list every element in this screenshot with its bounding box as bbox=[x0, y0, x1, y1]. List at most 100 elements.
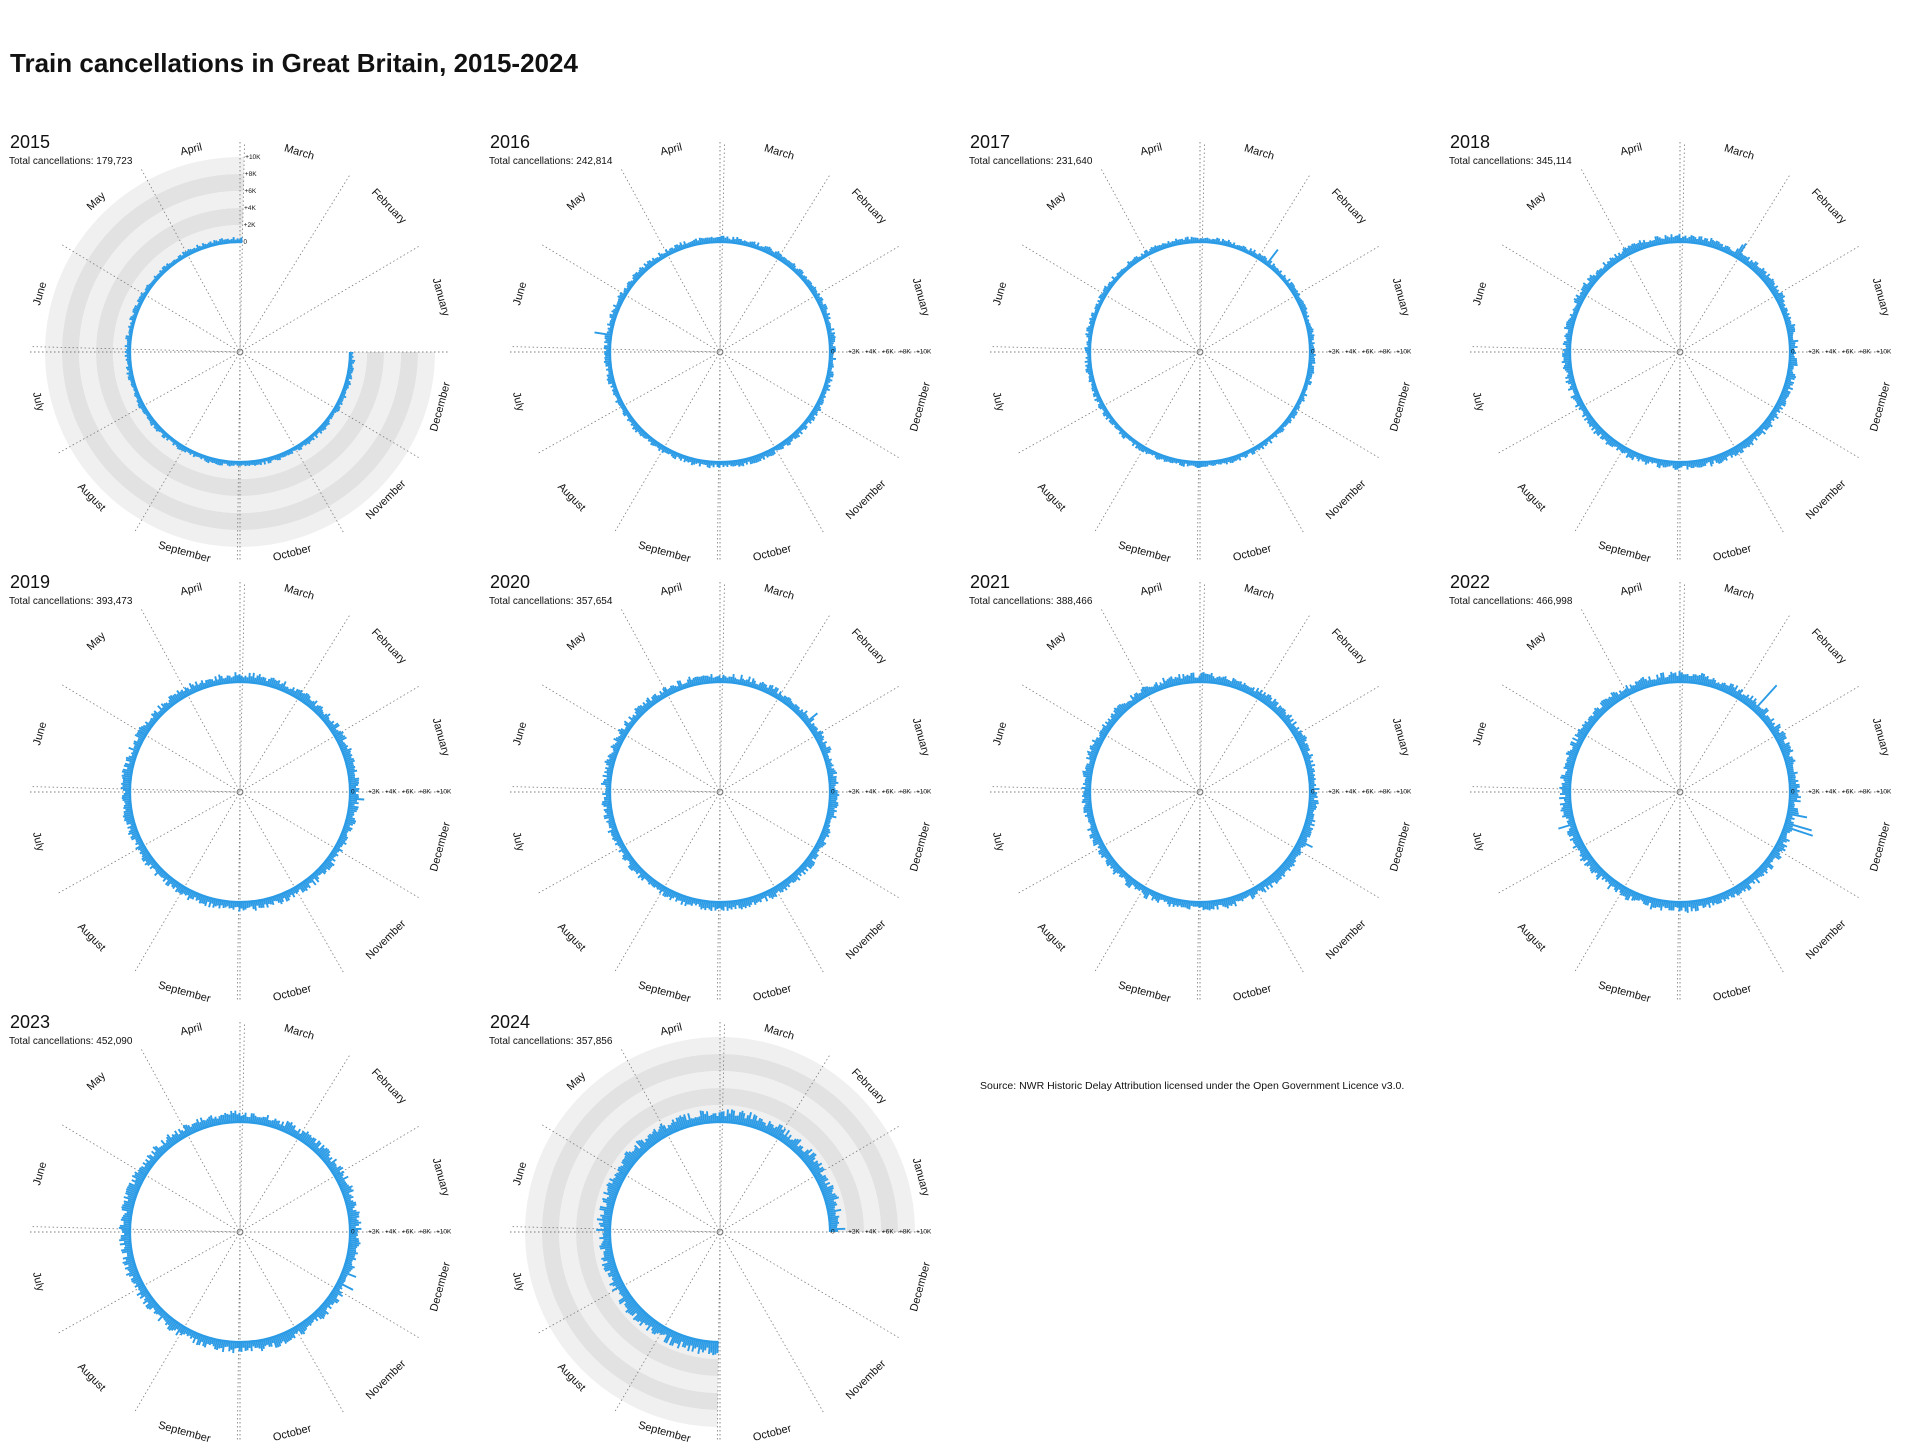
radial-chart: JanuaryFebruaryMarchAprilMayJuneJulyAugu… bbox=[480, 132, 960, 572]
value-tick-label: 0 bbox=[831, 1229, 835, 1236]
value-tick-label: +6K bbox=[244, 188, 257, 195]
month-label: January bbox=[1390, 277, 1412, 318]
month-label: December bbox=[1388, 820, 1413, 872]
daily-bar bbox=[1187, 675, 1188, 683]
month-gridline bbox=[240, 582, 244, 790]
daily-bar bbox=[121, 1220, 131, 1221]
month-gridline bbox=[510, 787, 718, 792]
month-label: August bbox=[1035, 481, 1068, 514]
daily-bar bbox=[1560, 803, 1571, 804]
daily-bar bbox=[350, 1225, 359, 1226]
month-gridline bbox=[722, 1233, 901, 1339]
month-gridline bbox=[614, 354, 719, 534]
month-label: November bbox=[364, 918, 409, 962]
value-tick-label: +2K bbox=[1808, 349, 1820, 356]
month-label: August bbox=[1035, 921, 1068, 954]
daily-bar bbox=[124, 774, 132, 775]
month-gridline bbox=[1100, 607, 1199, 790]
month-label: December bbox=[1388, 380, 1413, 432]
month-gridline bbox=[1017, 793, 1199, 894]
daily-bar bbox=[709, 902, 710, 910]
daily-bar bbox=[1183, 674, 1184, 683]
month-gridline bbox=[721, 354, 824, 534]
daily-bar bbox=[1559, 798, 1570, 799]
daily-bar bbox=[830, 783, 839, 784]
value-tick-label: +4K bbox=[865, 789, 877, 796]
month-gridline bbox=[722, 353, 901, 459]
daily-bar bbox=[1083, 807, 1091, 808]
daily-bar bbox=[602, 1218, 611, 1219]
value-tick-label: +10K bbox=[436, 1229, 452, 1236]
daily-bar bbox=[1082, 800, 1090, 801]
month-label: June bbox=[31, 1161, 49, 1187]
month-gridline bbox=[242, 793, 421, 899]
value-tick-label: +2K bbox=[368, 1229, 380, 1236]
daily-bar bbox=[1669, 675, 1670, 683]
daily-bar bbox=[119, 1240, 130, 1241]
month-label: June bbox=[511, 721, 529, 747]
daily-bar bbox=[1687, 462, 1688, 470]
month-label: July bbox=[30, 831, 46, 853]
daily-bar bbox=[229, 1115, 230, 1123]
daily-bar bbox=[1671, 902, 1672, 911]
month-label: September bbox=[1117, 979, 1172, 1005]
month-label: June bbox=[991, 721, 1009, 747]
radial-chart: JanuaryFebruaryMarchAprilMayJuneJulyAugu… bbox=[480, 1012, 960, 1452]
daily-bar bbox=[602, 801, 610, 802]
month-label: January bbox=[910, 717, 932, 758]
month-gridline bbox=[242, 1125, 421, 1231]
daily-bar bbox=[1193, 673, 1194, 683]
daily-bar bbox=[705, 1114, 706, 1123]
month-label: October bbox=[1712, 982, 1753, 1004]
daily-bar bbox=[735, 901, 736, 909]
month-label: November bbox=[1324, 478, 1369, 522]
daily-bar bbox=[1560, 777, 1571, 778]
month-label: February bbox=[369, 187, 409, 227]
daily-bar bbox=[1790, 801, 1801, 802]
month-gridline bbox=[57, 1233, 239, 1334]
daily-bar bbox=[1209, 902, 1210, 911]
month-label: December bbox=[1868, 380, 1893, 432]
daily-bar bbox=[349, 1246, 357, 1247]
daily-bar bbox=[253, 673, 254, 683]
month-gridline bbox=[990, 347, 1198, 352]
daily-bar bbox=[123, 800, 131, 801]
month-gridline bbox=[722, 245, 901, 351]
month-gridline bbox=[1500, 684, 1678, 791]
daily-bar bbox=[350, 802, 359, 803]
daily-bar bbox=[1790, 362, 1798, 363]
month-label: May bbox=[85, 630, 109, 653]
month-label: January bbox=[430, 717, 452, 758]
daily-bar bbox=[729, 1114, 730, 1123]
daily-bar bbox=[738, 900, 739, 908]
month-label: March bbox=[1243, 142, 1276, 162]
month-gridline bbox=[1094, 354, 1199, 534]
daily-bar bbox=[233, 1342, 234, 1353]
value-tick-label: +2K bbox=[1328, 789, 1340, 796]
month-gridline bbox=[990, 787, 1198, 792]
daily-bar bbox=[123, 1216, 131, 1217]
radial-chart: JanuaryFebruaryMarchAprilMayJuneJulyAugu… bbox=[480, 572, 960, 1012]
month-label: August bbox=[1515, 481, 1548, 514]
daily-bar bbox=[349, 810, 357, 811]
month-label: February bbox=[1809, 187, 1849, 227]
daily-bar bbox=[1207, 902, 1208, 910]
value-tick-label: +2K bbox=[848, 789, 860, 796]
radial-chart: JanuaryFebruaryMarchAprilMayJuneJulyAugu… bbox=[1440, 572, 1920, 1012]
month-label: December bbox=[1868, 820, 1893, 872]
month-gridline bbox=[1017, 353, 1199, 454]
daily-bar bbox=[711, 1342, 712, 1353]
daily-bar bbox=[601, 784, 610, 785]
month-gridline bbox=[241, 1234, 344, 1414]
month-gridline bbox=[1580, 607, 1679, 790]
month-label: July bbox=[990, 831, 1006, 853]
month-label: May bbox=[565, 1070, 589, 1093]
daily-bar bbox=[1310, 801, 1319, 802]
daily-bar bbox=[1562, 807, 1572, 808]
month-gridline bbox=[140, 607, 239, 790]
month-label: December bbox=[428, 380, 453, 432]
